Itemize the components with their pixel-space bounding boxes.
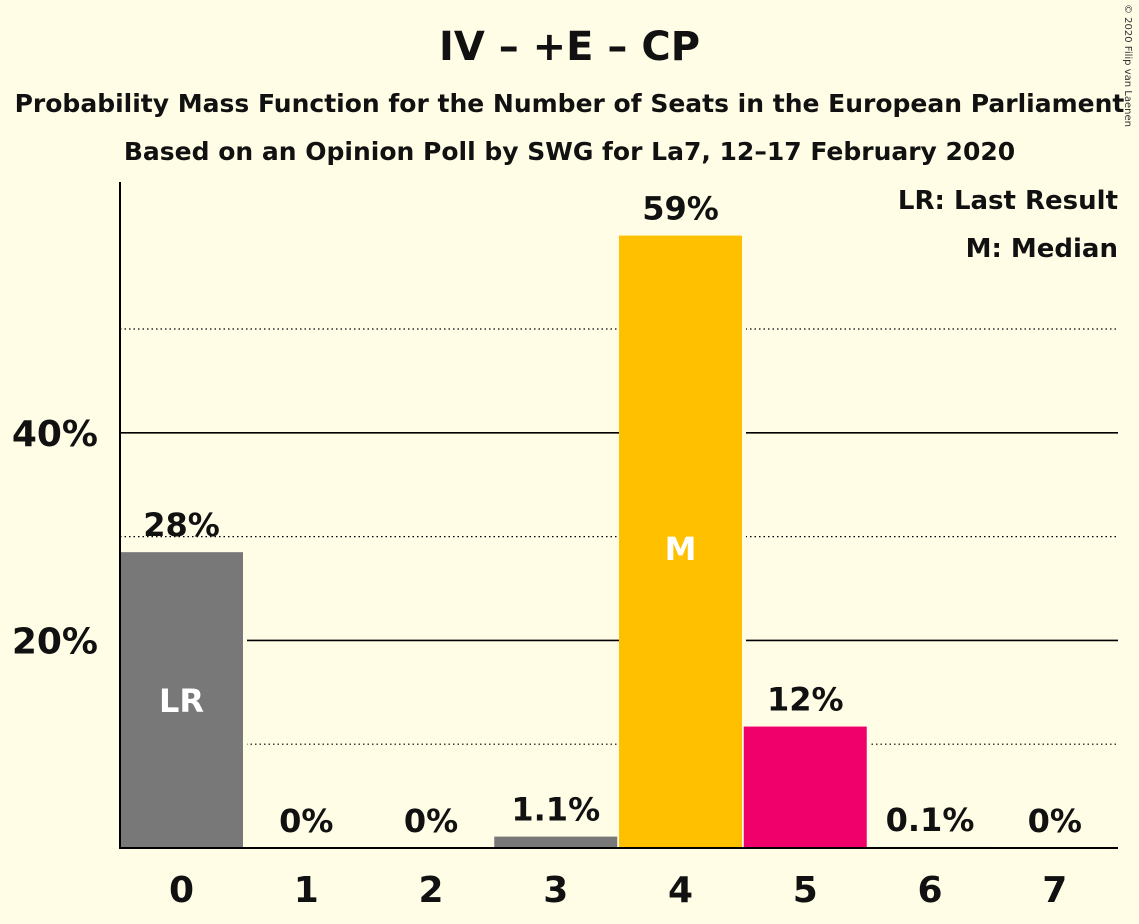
x-tick-label: 0 xyxy=(169,870,194,911)
labels: 28% LR 0% 0% 1.1% 59% M 12% 0.1% 0% xyxy=(143,190,1082,840)
bar-5 xyxy=(743,726,867,848)
bar-marker: LR xyxy=(159,682,204,720)
value-label: 0.1% xyxy=(886,801,975,839)
x-tick-label: 7 xyxy=(1042,870,1067,911)
value-label: 1.1% xyxy=(511,791,600,829)
x-tick-label: 6 xyxy=(917,870,942,911)
bars xyxy=(120,235,996,848)
legend-last-result: LR: Last Result xyxy=(898,186,1118,216)
value-label: 0% xyxy=(1028,802,1082,840)
x-tick-label: 1 xyxy=(294,870,319,911)
x-tick-label: 2 xyxy=(418,870,443,911)
x-tick-label: 3 xyxy=(543,870,568,911)
value-label: 0% xyxy=(404,802,458,840)
value-label: 0% xyxy=(279,802,333,840)
y-tick-label: 40% xyxy=(12,414,98,455)
value-label: 12% xyxy=(767,681,844,719)
chart-subtitle: Probability Mass Function for the Number… xyxy=(14,89,1125,118)
chart-title: IV – +E – CP xyxy=(438,24,701,70)
bar-marker: M xyxy=(665,530,697,568)
bar-3 xyxy=(494,836,618,848)
bar-4 xyxy=(619,235,742,848)
legend-median: M: Median xyxy=(966,234,1118,264)
chart-source-line: Based on an Opinion Poll by SWG for La7,… xyxy=(123,137,1016,166)
value-label: 59% xyxy=(642,190,719,228)
x-tick-label: 5 xyxy=(793,870,818,911)
bar-0 xyxy=(120,552,243,848)
value-label: 28% xyxy=(143,506,220,544)
axes: 20% 40% 0 1 2 3 4 5 6 7 xyxy=(12,182,1118,911)
x-tick-label: 4 xyxy=(668,870,693,911)
y-tick-label: 20% xyxy=(12,621,98,662)
